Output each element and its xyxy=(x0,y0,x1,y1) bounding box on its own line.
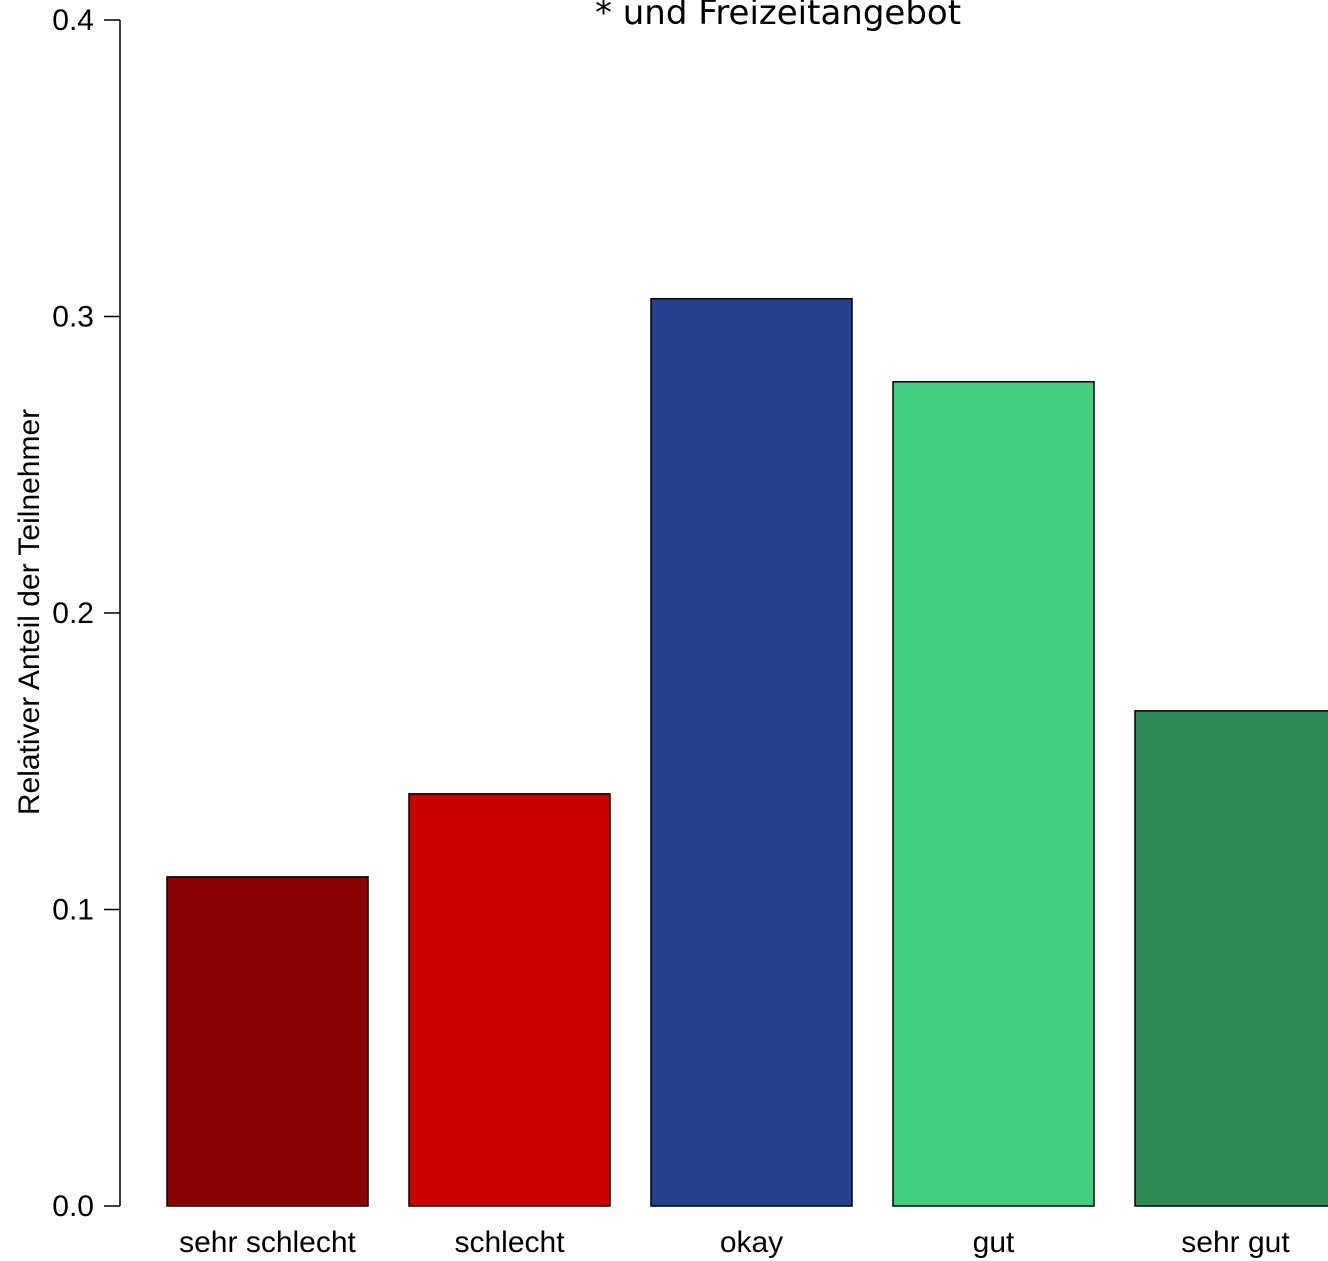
y-tick-label: 0.4 xyxy=(52,4,94,37)
chart-title: * und Freizeitangebot xyxy=(595,0,961,33)
category-label: sehr gut xyxy=(1181,1226,1290,1259)
y-tick-label: 0.1 xyxy=(52,894,94,927)
bars xyxy=(166,297,1328,1207)
category-labels: sehr schlecht schlecht okay gut sehr gut xyxy=(179,1226,1290,1259)
bar-sehr-schlecht xyxy=(166,876,369,1207)
bar-schlecht xyxy=(408,793,611,1207)
y-axis-title: Relativer Anteil der Teilnehmer xyxy=(13,409,46,815)
y-tick-label: 0.0 xyxy=(52,1190,94,1223)
y-axis: 0.0 0.1 0.2 0.3 0.4 xyxy=(52,4,121,1223)
category-label: okay xyxy=(720,1226,783,1259)
y-tick-label: 0.3 xyxy=(52,301,94,334)
bar-okay xyxy=(650,297,853,1207)
category-label: gut xyxy=(973,1226,1015,1259)
category-label: sehr schlecht xyxy=(179,1226,356,1259)
bar-sehr-gut xyxy=(1134,710,1328,1207)
category-label: schlecht xyxy=(454,1226,565,1259)
bar-gut xyxy=(892,380,1095,1207)
y-tick-label: 0.2 xyxy=(52,597,94,630)
